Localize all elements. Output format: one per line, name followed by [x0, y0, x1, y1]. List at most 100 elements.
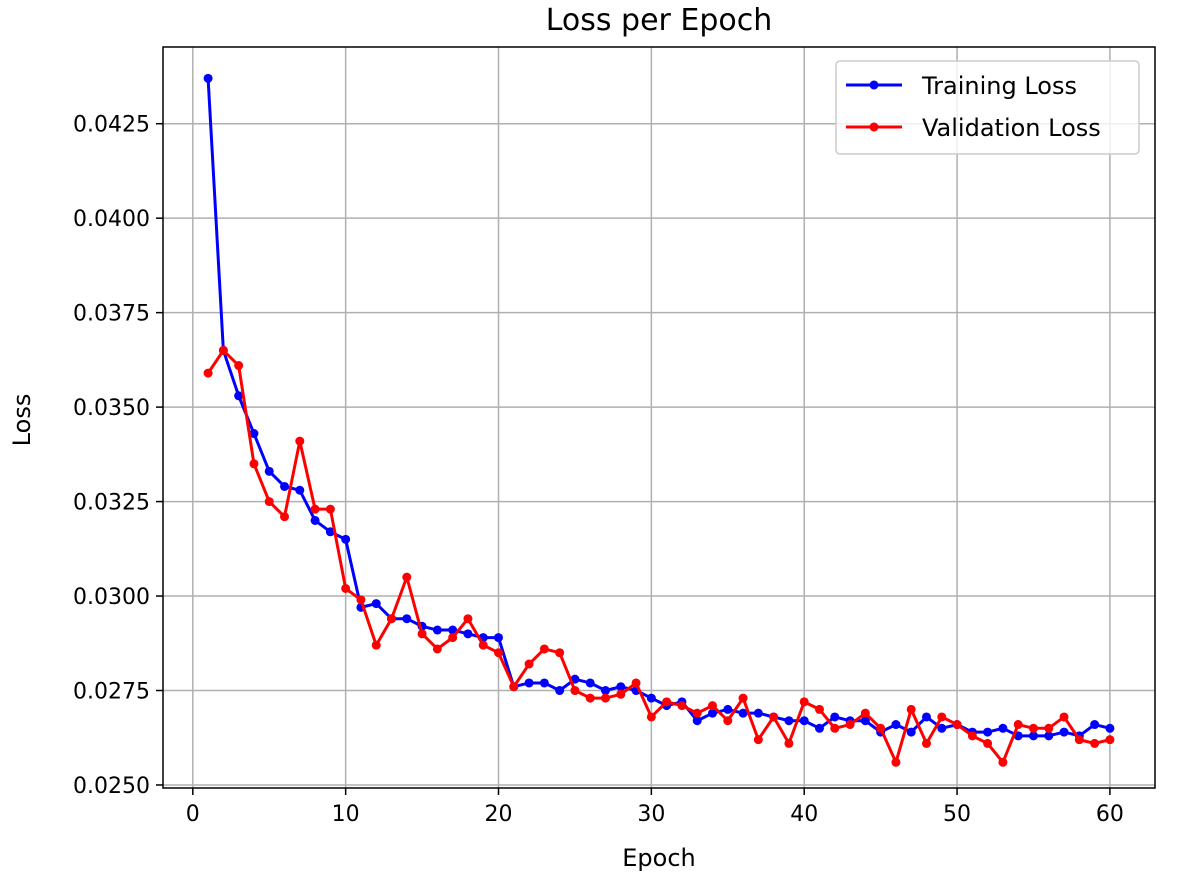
training-loss-point: [738, 708, 748, 718]
legend-item-training-loss: Training Loss: [846, 72, 1077, 100]
validation-loss-point: [234, 361, 244, 371]
validation-loss-point: [830, 723, 840, 733]
x-tick-label: 10: [332, 802, 360, 827]
validation-loss-point: [1105, 735, 1115, 745]
training-loss-point: [1090, 720, 1100, 730]
x-tick-label: 50: [943, 802, 971, 827]
validation-loss-point: [524, 659, 534, 669]
training-loss-point: [753, 708, 763, 718]
training-loss-point: [646, 693, 656, 703]
validation-loss-point: [784, 738, 794, 748]
y-tick-label: 0.0300: [73, 585, 150, 610]
validation-loss-point: [601, 693, 611, 703]
training-loss-point: [1059, 727, 1069, 737]
training-loss-point: [524, 678, 534, 688]
validation-loss-point: [616, 689, 626, 699]
training-loss-point: [799, 716, 809, 726]
validation-loss-point: [1013, 720, 1023, 730]
grid-lines: [163, 47, 1155, 788]
axis-ticks: 0 10 20 30 40 50 60 0.0250 0.0275 0.0300 0.0325 0.0…: [73, 113, 1124, 827]
training-loss-point: [310, 515, 320, 525]
legend-item-validation-loss: Validation Loss: [846, 114, 1101, 142]
training-loss-point: [921, 712, 931, 722]
y-tick-label: 0.0375: [73, 302, 150, 327]
y-tick-label: 0.0325: [73, 491, 150, 516]
training-loss-point: [234, 391, 244, 401]
training-loss-point: [891, 720, 901, 730]
validation-loss-point: [432, 644, 442, 654]
x-tick-label: 0: [186, 802, 200, 827]
x-tick-label: 40: [790, 802, 818, 827]
training-loss-point: [280, 481, 290, 491]
training-loss-point: [249, 429, 259, 439]
validation-loss-point: [264, 497, 274, 507]
validation-loss-point: [203, 368, 213, 378]
validation-loss-point: [983, 738, 993, 748]
training-loss-point: [295, 485, 305, 495]
validation-loss-point: [692, 708, 702, 718]
validation-loss-point: [662, 697, 672, 707]
training-loss-point: [341, 534, 351, 544]
validation-loss-point: [891, 757, 901, 767]
validation-loss-point: [539, 644, 549, 654]
validation-loss-point: [876, 723, 886, 733]
training-loss-point: [707, 708, 717, 718]
validation-loss-point: [1090, 738, 1100, 748]
validation-loss-point: [280, 512, 290, 522]
validation-loss-point: [631, 678, 641, 688]
training-loss-point: [723, 704, 733, 714]
validation-loss-point: [402, 572, 412, 582]
training-loss-point: [1105, 723, 1115, 733]
training-loss-point: [1044, 731, 1054, 741]
y-tick-label: 0.0350: [73, 396, 150, 421]
training-loss-point: [402, 614, 412, 624]
y-tick-label: 0.0275: [73, 680, 150, 705]
validation-loss-point: [738, 693, 748, 703]
validation-loss-point: [799, 697, 809, 707]
validation-loss-point: [249, 459, 259, 469]
training-loss-point: [937, 723, 947, 733]
validation-loss-point: [509, 682, 519, 692]
training-loss-point: [432, 625, 442, 635]
validation-loss-point: [723, 716, 733, 726]
validation-loss-point: [570, 686, 580, 696]
validation-loss-point: [371, 640, 381, 650]
validation-loss-point: [218, 345, 228, 355]
validation-loss-point: [478, 640, 488, 650]
training-loss-point: [585, 678, 595, 688]
validation-loss-point: [677, 701, 687, 711]
series-layer: [203, 73, 1115, 767]
validation-loss-point: [387, 614, 397, 624]
validation-loss-point: [1028, 723, 1038, 733]
validation-loss-point: [585, 693, 595, 703]
validation-loss-point: [494, 648, 504, 658]
validation-loss-point: [646, 712, 656, 722]
x-tick-label: 30: [637, 802, 665, 827]
plot-frame: [162, 46, 1156, 789]
x-axis-title: Epoch: [622, 844, 696, 872]
validation-loss-point: [860, 708, 870, 718]
validation-loss-point: [937, 712, 947, 722]
training-loss-point: [539, 678, 549, 688]
training-loss-point: [998, 723, 1008, 733]
validation-loss-point: [998, 757, 1008, 767]
training-loss-point: [1028, 731, 1038, 741]
legend-validation-swatch-marker: [869, 122, 879, 132]
training-loss-point: [784, 716, 794, 726]
legend-training-swatch-marker: [869, 80, 879, 90]
validation-loss-point: [417, 629, 427, 639]
legend-box: [835, 60, 1140, 155]
validation-loss-point: [753, 735, 763, 745]
validation-loss-point: [921, 738, 931, 748]
validation-loss-point: [814, 704, 824, 714]
training-loss-point: [814, 723, 824, 733]
training-loss-point: [494, 633, 504, 643]
x-tick-label: 20: [485, 802, 513, 827]
training-loss-point: [325, 527, 335, 537]
validation-loss-point: [845, 720, 855, 730]
validation-loss-point: [310, 504, 320, 514]
y-tick-label: 0.0400: [73, 207, 150, 232]
validation-loss-point: [707, 701, 717, 711]
validation-loss-series: [203, 345, 1115, 767]
